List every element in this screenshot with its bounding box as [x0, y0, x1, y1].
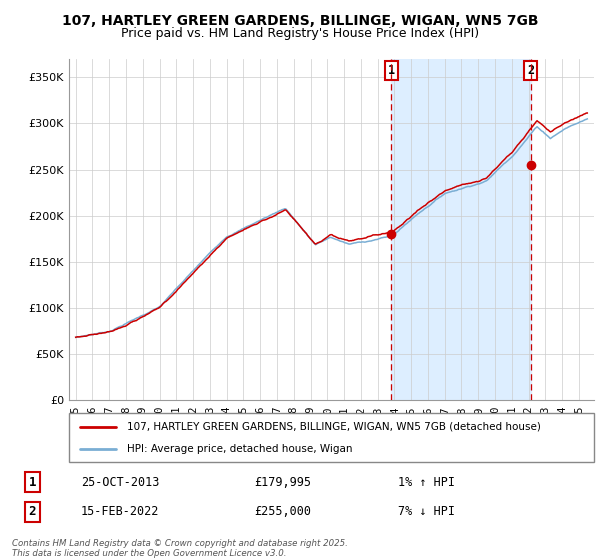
FancyBboxPatch shape: [69, 413, 594, 462]
Text: 107, HARTLEY GREEN GARDENS, BILLINGE, WIGAN, WN5 7GB (detached house): 107, HARTLEY GREEN GARDENS, BILLINGE, WI…: [127, 422, 541, 432]
Text: 1% ↑ HPI: 1% ↑ HPI: [398, 475, 455, 489]
Bar: [391, 59, 530, 400]
Text: Price paid vs. HM Land Registry's House Price Index (HPI): Price paid vs. HM Land Registry's House …: [121, 27, 479, 40]
Text: 7% ↓ HPI: 7% ↓ HPI: [398, 505, 455, 519]
Text: 2: 2: [28, 505, 36, 519]
Text: 1: 1: [28, 475, 36, 489]
Text: £179,995: £179,995: [254, 475, 311, 489]
Text: £255,000: £255,000: [254, 505, 311, 519]
Text: HPI: Average price, detached house, Wigan: HPI: Average price, detached house, Wiga…: [127, 444, 352, 454]
Text: Contains HM Land Registry data © Crown copyright and database right 2025.
This d: Contains HM Land Registry data © Crown c…: [12, 539, 348, 558]
Text: 1: 1: [388, 64, 395, 77]
Text: 25-OCT-2013: 25-OCT-2013: [81, 475, 160, 489]
Text: 2: 2: [527, 64, 534, 77]
Text: 15-FEB-2022: 15-FEB-2022: [81, 505, 160, 519]
Text: 107, HARTLEY GREEN GARDENS, BILLINGE, WIGAN, WN5 7GB: 107, HARTLEY GREEN GARDENS, BILLINGE, WI…: [62, 14, 538, 28]
